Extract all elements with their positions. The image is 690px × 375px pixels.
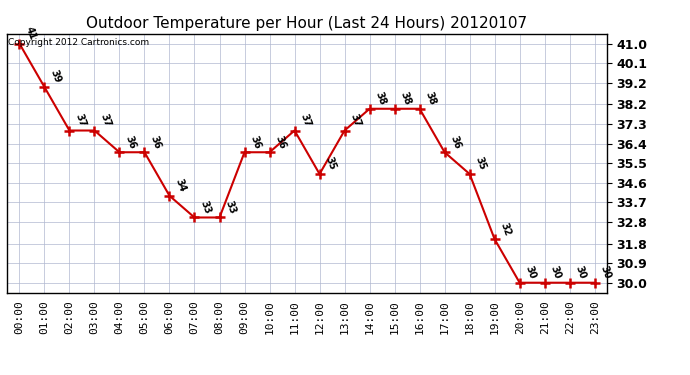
Text: 35: 35 (324, 156, 337, 172)
Text: 36: 36 (274, 134, 288, 150)
Text: 34: 34 (174, 177, 188, 194)
Text: 32: 32 (499, 221, 513, 237)
Title: Outdoor Temperature per Hour (Last 24 Hours) 20120107: Outdoor Temperature per Hour (Last 24 Ho… (86, 16, 528, 31)
Text: Copyright 2012 Cartronics.com: Copyright 2012 Cartronics.com (8, 38, 149, 46)
Text: 36: 36 (448, 134, 463, 150)
Text: 30: 30 (524, 264, 538, 280)
Text: 37: 37 (99, 112, 112, 128)
Text: 38: 38 (424, 90, 438, 106)
Text: 36: 36 (124, 134, 137, 150)
Text: 38: 38 (399, 90, 413, 106)
Text: 38: 38 (374, 90, 388, 106)
Text: 36: 36 (148, 134, 163, 150)
Text: 35: 35 (474, 156, 488, 172)
Text: 36: 36 (248, 134, 263, 150)
Text: 37: 37 (299, 112, 313, 128)
Text: 39: 39 (48, 69, 63, 85)
Text: 41: 41 (23, 25, 37, 41)
Text: 30: 30 (574, 264, 588, 280)
Text: 30: 30 (549, 264, 563, 280)
Text: 33: 33 (199, 199, 213, 215)
Text: 33: 33 (224, 199, 237, 215)
Text: 37: 37 (348, 112, 363, 128)
Text: 30: 30 (599, 264, 613, 280)
Text: 37: 37 (74, 112, 88, 128)
